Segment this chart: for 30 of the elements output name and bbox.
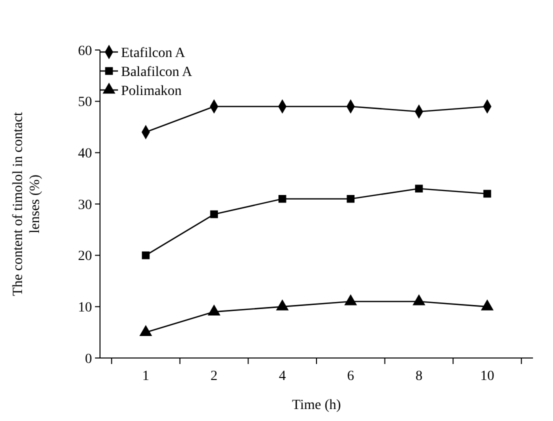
- point: [412, 294, 426, 306]
- point: [208, 304, 220, 316]
- point: [142, 251, 150, 260]
- legend-label: Balafilcon A: [121, 64, 194, 80]
- x-tick-label: 8: [415, 369, 422, 384]
- x-axis-title: Time (h): [292, 398, 342, 413]
- x-tick-label: 4: [278, 369, 286, 384]
- y-tick-label: 10: [78, 300, 92, 316]
- point: [344, 294, 358, 306]
- point: [210, 210, 218, 218]
- point: [483, 190, 492, 198]
- y-tick-label: 30: [78, 198, 92, 213]
- point: [139, 324, 152, 336]
- point: [278, 194, 286, 203]
- point: [346, 194, 355, 203]
- y-axis-title: The content of timolol in contact lenses (%): [11, 112, 43, 296]
- point: [276, 299, 289, 310]
- point: [415, 184, 423, 192]
- legend-label: Polimakon: [121, 84, 182, 99]
- y-tick-label: 40: [78, 146, 92, 162]
- y-tick-label: 50: [78, 95, 92, 110]
- x-tick-label: 2: [210, 369, 218, 384]
- y-tick-label: 60: [78, 44, 92, 59]
- legend-label: Etafilcon A: [121, 46, 186, 61]
- y-tick-label: 20: [78, 249, 92, 264]
- x-tick-label: 10: [480, 369, 494, 384]
- y-tick-label: 0: [85, 352, 92, 367]
- x-tick-label: 1: [142, 369, 150, 384]
- x-tick-label: 6: [347, 369, 354, 384]
- point: [480, 299, 494, 310]
